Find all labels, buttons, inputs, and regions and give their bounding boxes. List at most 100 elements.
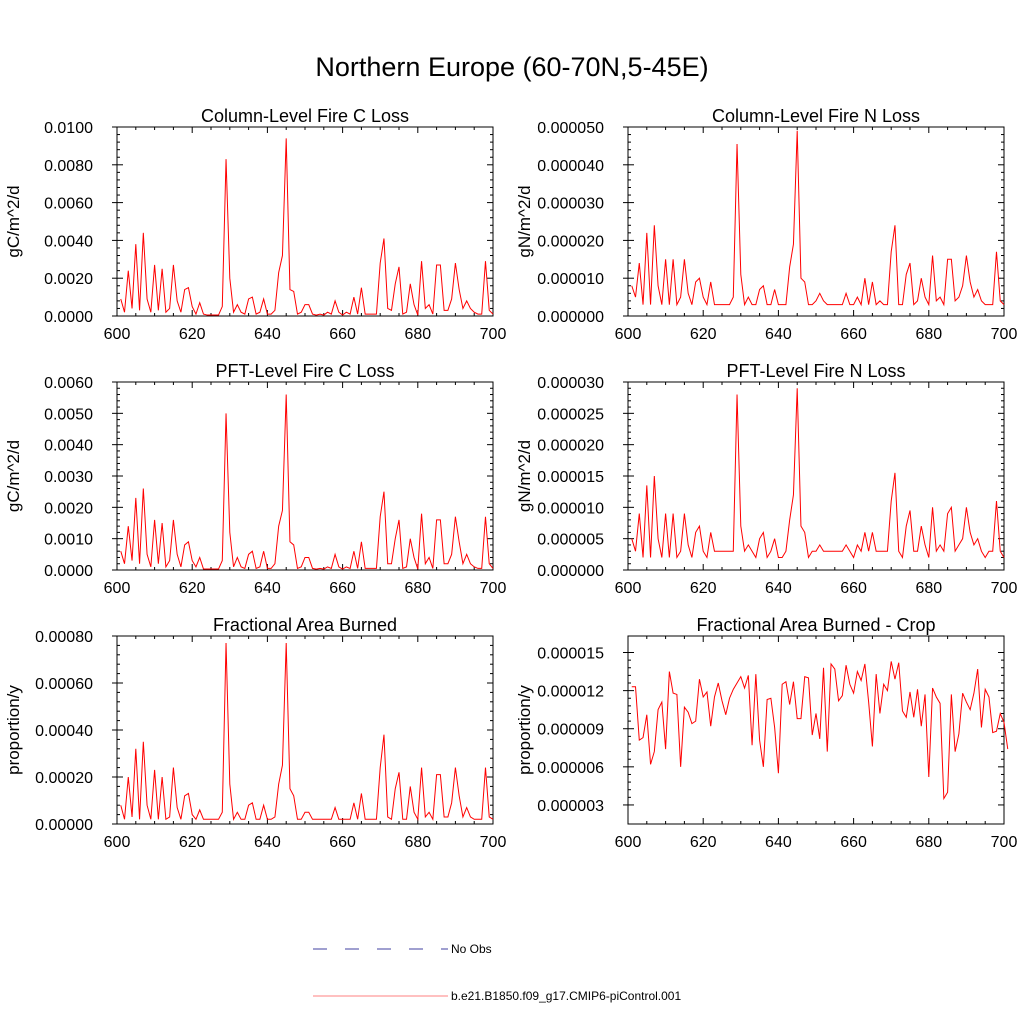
y-axis-label: gC/m^2/d (4, 185, 23, 257)
x-tick-label: 620 (690, 834, 717, 851)
series-line (631, 130, 1005, 307)
y-tick-label: 0.0080 (44, 158, 93, 175)
x-tick-label: 680 (404, 580, 431, 597)
legend-item-2: b.e21.B1850.f09_g17.CMIP6-piControl.001 (313, 989, 681, 1003)
panel-title: Column-Level Fire C Loss (201, 106, 409, 126)
y-tick-label: 0.00000 (35, 817, 93, 834)
y-tick-label: 0.000030 (537, 375, 604, 392)
panel-1: Column-Level Fire C Loss gC/m^2/d 600 620 64… (4, 106, 506, 343)
y-tick-label: 0.0020 (44, 500, 93, 517)
y-tick-label: 0.000020 (537, 233, 604, 250)
panel-title: PFT-Level Fire N Loss (726, 361, 905, 381)
plot-frame (627, 635, 1005, 825)
y-tick-label: 0.000030 (537, 196, 604, 213)
x-tick-label: 700 (480, 580, 507, 597)
panel-title: Fractional Area Burned - Crop (696, 615, 935, 635)
panel-title: Fractional Area Burned (213, 615, 397, 635)
y-tick-label: 0.00040 (35, 723, 93, 740)
y-tick-label: 0.000020 (537, 438, 604, 455)
x-tick-label: 640 (765, 326, 792, 343)
x-tick-label: 620 (179, 580, 206, 597)
x-tick-label: 700 (991, 580, 1018, 597)
y-tick-label: 0.000015 (537, 469, 604, 486)
series-line (120, 394, 494, 570)
panel-3: PFT-Level Fire C Loss gC/m^2/d 600 620 640 66… (4, 361, 506, 597)
y-tick-label: 0.00060 (35, 676, 93, 693)
y-tick-label: 0.0000 (44, 563, 93, 580)
y-tick-label: 0.0040 (44, 233, 93, 250)
y-tick-label: 0.00020 (35, 770, 93, 787)
y-tick-label: 0.000010 (537, 500, 604, 517)
page-title: Northern Europe (60-70N,5-45E) (315, 52, 709, 82)
plot-frame (116, 381, 494, 571)
y-tick-label: 0.000025 (537, 406, 604, 423)
x-tick-label: 680 (915, 326, 942, 343)
x-tick-label: 680 (404, 326, 431, 343)
y-axis-label: proportion/y (4, 685, 23, 775)
y-tick-label: 0.0020 (44, 271, 93, 288)
legend-label: b.e21.B1850.f09_g17.CMIP6-piControl.001 (451, 989, 681, 1003)
y-tick-label: 0.000009 (537, 722, 604, 739)
y-tick-label: 0.000040 (537, 158, 604, 175)
x-tick-label: 640 (254, 326, 281, 343)
panel-title: PFT-Level Fire C Loss (215, 361, 394, 381)
plot-frame (627, 126, 1005, 317)
panel-2: Column-Level Fire N Loss gN/m^2/d 600 620 64… (515, 106, 1017, 343)
x-tick-label: 680 (404, 834, 431, 851)
legend-item-1: No Obs (313, 942, 492, 956)
x-tick-label: 640 (765, 834, 792, 851)
panel-title: Column-Level Fire N Loss (712, 106, 920, 126)
x-tick-label: 640 (254, 580, 281, 597)
legend: No Obs b.e21.B1850.f09_g17.CMIP6-piContro… (313, 942, 681, 1003)
x-tick-label: 620 (179, 326, 206, 343)
x-tick-label: 700 (991, 326, 1018, 343)
x-tick-label: 640 (765, 580, 792, 597)
x-tick-label: 600 (615, 326, 642, 343)
x-tick-label: 700 (480, 326, 507, 343)
y-tick-label: 0.000005 (537, 532, 604, 549)
x-tick-label: 660 (840, 580, 867, 597)
x-tick-label: 620 (690, 580, 717, 597)
series-line (120, 643, 494, 822)
x-tick-label: 600 (615, 580, 642, 597)
x-tick-label: 660 (840, 326, 867, 343)
y-tick-label: 0.000006 (537, 760, 604, 777)
panel-4: PFT-Level Fire N Loss gN/m^2/d 600 620 640 66… (515, 361, 1017, 597)
y-tick-label: 0.000012 (537, 684, 604, 701)
y-axis-label: gN/m^2/d (515, 440, 534, 512)
y-tick-label: 0.0010 (44, 532, 93, 549)
x-tick-label: 620 (690, 326, 717, 343)
y-tick-label: 0.0060 (44, 196, 93, 213)
y-tick-label: 0.000050 (537, 120, 604, 137)
y-tick-label: 0.000015 (537, 646, 604, 663)
y-tick-label: 0.000000 (537, 309, 604, 326)
legend-label: No Obs (451, 942, 492, 956)
series-line (120, 138, 494, 316)
series-line (631, 388, 1005, 560)
plot-frame (116, 126, 494, 317)
x-tick-label: 680 (915, 580, 942, 597)
x-tick-label: 600 (104, 580, 131, 597)
y-tick-label: 0.0060 (44, 375, 93, 392)
y-tick-label: 0.0030 (44, 469, 93, 486)
panel-5: Fractional Area Burned proportion/y 600 620… (4, 615, 506, 851)
x-tick-label: 660 (329, 580, 356, 597)
x-tick-label: 640 (254, 834, 281, 851)
plot-frame (627, 381, 1005, 571)
x-tick-label: 600 (104, 834, 131, 851)
y-tick-label: 0.000003 (537, 798, 604, 815)
y-tick-label: 0.000000 (537, 563, 604, 580)
y-tick-label: 0.0050 (44, 406, 93, 423)
y-tick-label: 0.0100 (44, 120, 93, 137)
x-tick-label: 700 (480, 834, 507, 851)
x-tick-label: 600 (615, 834, 642, 851)
y-axis-label: gN/m^2/d (515, 185, 534, 257)
x-tick-label: 700 (991, 834, 1018, 851)
y-tick-label: 0.0000 (44, 309, 93, 326)
y-axis-label: gC/m^2/d (4, 440, 23, 512)
panel-6: Fractional Area Burned - Crop proportion/… (515, 615, 1017, 851)
x-tick-label: 660 (329, 834, 356, 851)
x-tick-label: 660 (840, 834, 867, 851)
y-tick-label: 0.00080 (35, 629, 93, 646)
